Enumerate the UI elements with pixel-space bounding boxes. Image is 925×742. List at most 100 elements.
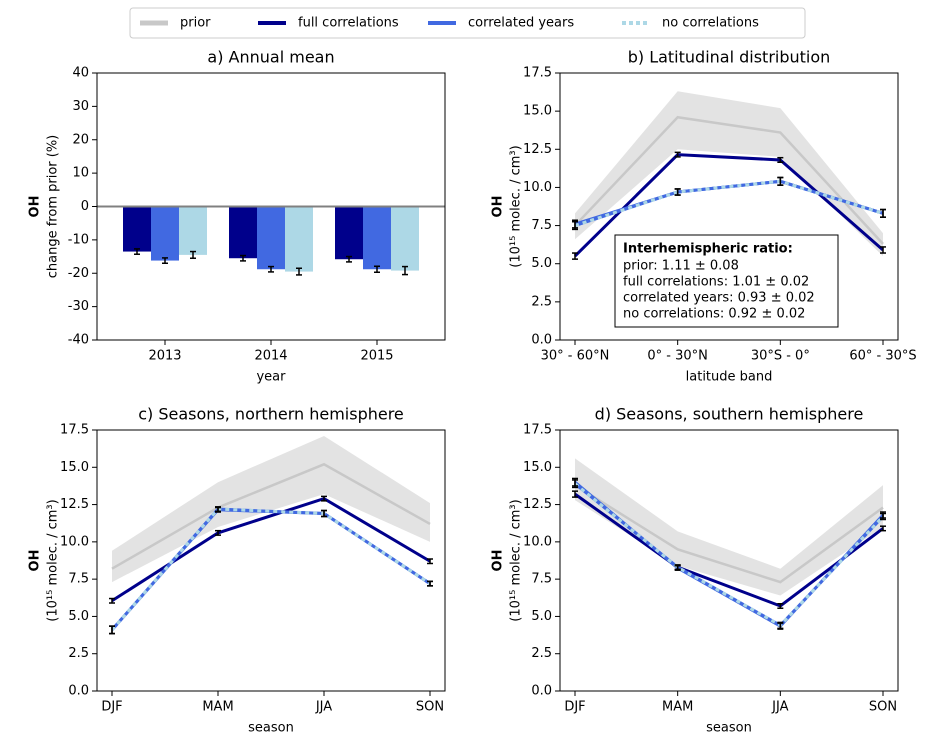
line xyxy=(574,482,885,628)
uncertainty-band xyxy=(112,435,430,583)
error-bar xyxy=(346,255,352,263)
uncertainty-band xyxy=(575,91,883,257)
legend-label: prior xyxy=(180,16,211,31)
x-tick-label: 0° - 30°N xyxy=(647,349,708,364)
error-bar xyxy=(572,490,578,498)
error-bar xyxy=(880,246,886,254)
error-bar xyxy=(215,529,221,536)
y-axis-label: (10¹⁵ molec. / cm³) xyxy=(46,499,61,621)
y-axis-label: OH xyxy=(28,196,43,218)
y-tick-label: 10.0 xyxy=(523,534,552,549)
y-tick-label: -20 xyxy=(68,266,89,281)
y-tick-label: 2.5 xyxy=(68,646,89,661)
legend-label: correlated years xyxy=(468,16,574,31)
annotation-line: full correlations: 1.01 ± 0.02 xyxy=(623,275,809,290)
x-axis-label: year xyxy=(256,370,286,385)
bar xyxy=(363,206,391,270)
legend-label: full correlations xyxy=(298,16,399,31)
x-tick-label: 30°S - 0° xyxy=(751,349,810,364)
error-bar xyxy=(427,580,433,587)
y-tick-label: 7.5 xyxy=(531,218,552,233)
error-bar xyxy=(674,151,681,158)
y-tick-label: 0.0 xyxy=(68,684,89,699)
error-bar xyxy=(321,509,327,518)
bar xyxy=(257,206,285,270)
error-bar xyxy=(777,156,784,164)
y-axis-label: (10¹⁵ molec. / cm³) xyxy=(509,145,524,267)
y-tick-label: 15.0 xyxy=(60,460,89,475)
y-tick-label: -10 xyxy=(68,232,89,247)
x-axis-label: season xyxy=(248,721,294,736)
bar xyxy=(151,206,179,261)
y-tick-label: 12.5 xyxy=(60,497,89,512)
panel-title: c) Seasons, northern hemisphere xyxy=(138,405,404,424)
error-bar xyxy=(572,221,578,231)
line xyxy=(573,153,884,258)
error-bar xyxy=(109,597,115,604)
x-tick-label: MAM xyxy=(662,700,693,715)
error-bar xyxy=(134,248,140,255)
x-tick-label: JJA xyxy=(315,700,332,715)
y-tick-label: -30 xyxy=(68,299,89,314)
y-tick-label: 10.0 xyxy=(523,180,552,195)
y-tick-label: 5.0 xyxy=(531,609,552,624)
bar xyxy=(335,206,363,260)
y-tick-label: 5.0 xyxy=(531,256,552,271)
y-tick-label: 12.5 xyxy=(523,497,552,512)
y-tick-label: 7.5 xyxy=(68,572,89,587)
y-tick-label: 40 xyxy=(72,66,89,81)
x-tick-label: DJF xyxy=(564,700,585,715)
y-axis-label: (10¹⁵ molec. / cm³) xyxy=(509,499,524,621)
annotation-line: prior: 1.11 ± 0.08 xyxy=(623,259,739,274)
y-tick-label: 0 xyxy=(81,199,89,214)
x-tick-label: SON xyxy=(869,700,897,715)
x-tick-label: MAM xyxy=(202,700,233,715)
annotation-line: correlated years: 0.93 ± 0.02 xyxy=(623,291,815,306)
error-bar xyxy=(427,558,433,565)
y-tick-label: 17.5 xyxy=(60,423,89,438)
bar xyxy=(179,206,207,255)
error-bar xyxy=(190,250,196,259)
y-tick-label: 15.0 xyxy=(523,104,552,119)
error-bar xyxy=(572,252,578,260)
line xyxy=(111,462,431,570)
line xyxy=(574,115,884,245)
x-tick-label: 2013 xyxy=(148,349,181,364)
error-bar xyxy=(777,176,784,186)
x-axis-label: season xyxy=(706,721,752,736)
line xyxy=(574,484,884,584)
y-tick-label: 2.5 xyxy=(531,294,552,309)
error-bar xyxy=(880,208,886,218)
line xyxy=(574,492,884,608)
y-tick-label: 12.5 xyxy=(523,142,552,157)
axes-frame xyxy=(559,72,899,341)
bar xyxy=(229,206,257,259)
error-bar xyxy=(321,495,327,502)
bar xyxy=(285,206,313,272)
x-tick-label: 30° - 60°N xyxy=(541,349,610,364)
x-tick-label: JJA xyxy=(771,700,788,715)
axes-frame xyxy=(96,429,446,692)
y-tick-label: 30 xyxy=(72,99,89,114)
y-axis-label: OH xyxy=(491,196,506,218)
annotation-line: no correlations: 0.92 ± 0.02 xyxy=(623,307,805,322)
line xyxy=(110,507,431,631)
uncertainty-band xyxy=(575,458,883,596)
y-tick-label: 15.0 xyxy=(523,460,552,475)
x-tick-label: 2014 xyxy=(254,349,287,364)
error-bar xyxy=(240,254,246,262)
y-tick-label: 5.0 xyxy=(68,609,89,624)
annotation-title: Interhemispheric ratio: xyxy=(623,242,793,257)
error-bar xyxy=(777,603,784,609)
line xyxy=(111,496,431,603)
y-tick-label: 7.5 xyxy=(531,572,552,587)
error-bar xyxy=(674,564,681,571)
error-bar xyxy=(777,621,784,630)
y-tick-label: 0.0 xyxy=(531,684,552,699)
line xyxy=(574,179,884,227)
error-bar xyxy=(402,265,408,276)
error-bar xyxy=(374,265,380,273)
error-bar xyxy=(162,257,168,264)
x-tick-label: 2015 xyxy=(360,349,393,364)
